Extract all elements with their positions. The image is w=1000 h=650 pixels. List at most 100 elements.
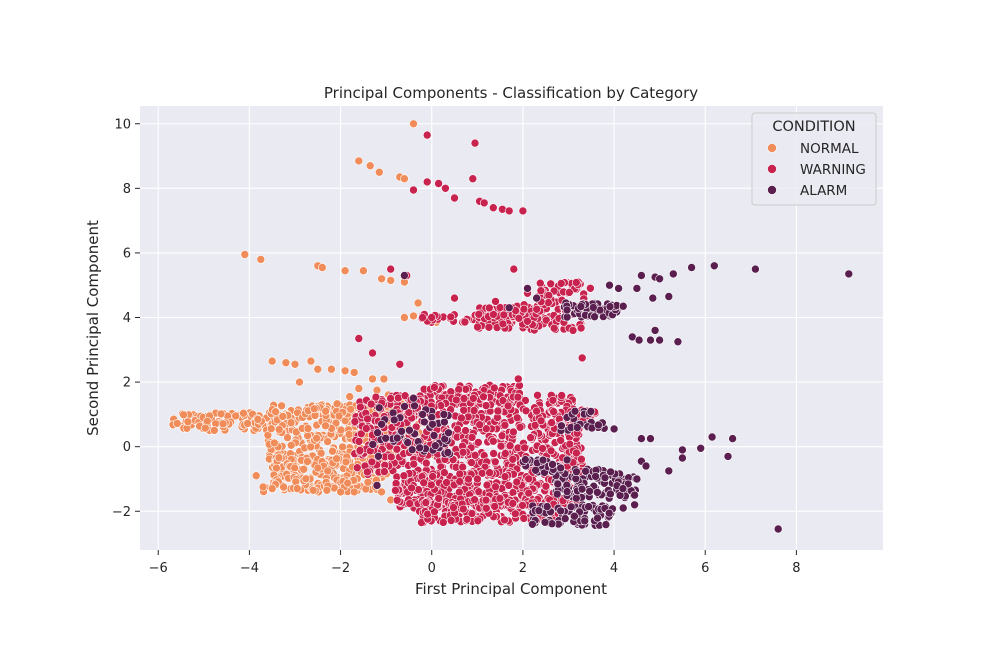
data-point [540,517,550,527]
x-tick-label: −2 [331,561,350,576]
data-point [395,359,405,369]
data-point [460,317,470,327]
data-point [267,356,277,366]
data-point [405,499,415,508]
data-point [440,468,449,477]
data-point [548,395,558,405]
data-point [548,460,557,469]
data-point [290,359,300,369]
data-point [400,391,410,401]
data-point [544,291,554,300]
data-point [512,477,522,487]
data-point [271,407,280,417]
data-point [491,482,500,492]
data-point [332,399,342,409]
data-point [514,313,524,323]
data-point [429,431,439,440]
data-point [386,452,396,462]
data-point [556,279,566,288]
data-point [349,368,359,377]
data-point [531,465,540,475]
data-point [338,442,347,452]
data-point [484,303,494,313]
y-axis-ticks: −2 0 2 4 6 8 10 [112,117,140,520]
data-point [350,417,360,426]
data-point [601,520,611,529]
data-point [565,439,575,449]
data-point [541,315,551,325]
data-point [340,266,350,276]
y-tick-label: 0 [123,440,131,455]
data-point [345,392,355,401]
data-point [299,464,309,474]
data-point [473,474,482,484]
data-point [513,374,523,384]
data-point [571,278,581,287]
data-point [632,474,642,484]
data-point [355,446,365,455]
data-point [404,408,414,417]
data-point [646,335,655,345]
data-point [400,271,409,280]
data-point [281,358,291,368]
data-point [377,487,386,497]
data-point [210,426,219,435]
data-point [500,420,510,430]
data-point [609,424,619,434]
data-point [427,313,437,322]
data-point [283,433,292,442]
data-point [274,453,284,462]
data-point [303,457,312,466]
data-point [446,312,456,322]
data-point [655,274,664,284]
data-point [363,414,372,424]
data-point [301,474,311,484]
data-point [391,486,400,495]
data-point [542,502,552,511]
y-axis-label: Second Principal Component [84,220,102,436]
legend-title: CONDITION [772,119,855,135]
data-point [560,514,570,523]
data-point [442,478,451,487]
data-point [541,481,551,491]
data-point [523,284,532,293]
x-axis-label: First Principal Component [415,580,607,598]
data-point [201,423,210,433]
data-point [493,406,503,416]
data-point [405,425,414,435]
data-point [446,516,456,525]
data-point [520,443,529,453]
x-tick-label: −4 [240,561,259,576]
legend-label-alarm: ALARM [800,183,847,199]
data-point [434,179,443,188]
data-point [365,161,375,170]
data-point [340,366,350,376]
data-point [844,269,854,279]
y-tick-label: 6 [123,246,131,261]
legend-label-warning: WARNING [800,162,866,178]
data-point [648,293,658,303]
x-axis-ticks: −6 −4 −2 0 2 4 6 8 [149,550,801,576]
data-point [521,406,531,416]
data-point [374,403,384,413]
data-point [534,506,544,516]
data-point [482,480,492,490]
data-point [568,326,578,335]
data-point [321,406,331,416]
data-point [439,410,449,419]
data-point [519,514,529,523]
data-point [336,487,345,497]
data-point [470,450,480,460]
data-point [580,516,590,526]
data-point [380,467,389,476]
data-point [381,433,391,443]
data-point [479,392,488,402]
data-point [523,316,532,326]
data-point [258,482,268,492]
data-point [354,384,364,393]
data-point [363,467,372,477]
data-point [303,424,313,433]
data-point [421,458,431,468]
data-point [356,402,365,412]
data-point [440,434,450,444]
